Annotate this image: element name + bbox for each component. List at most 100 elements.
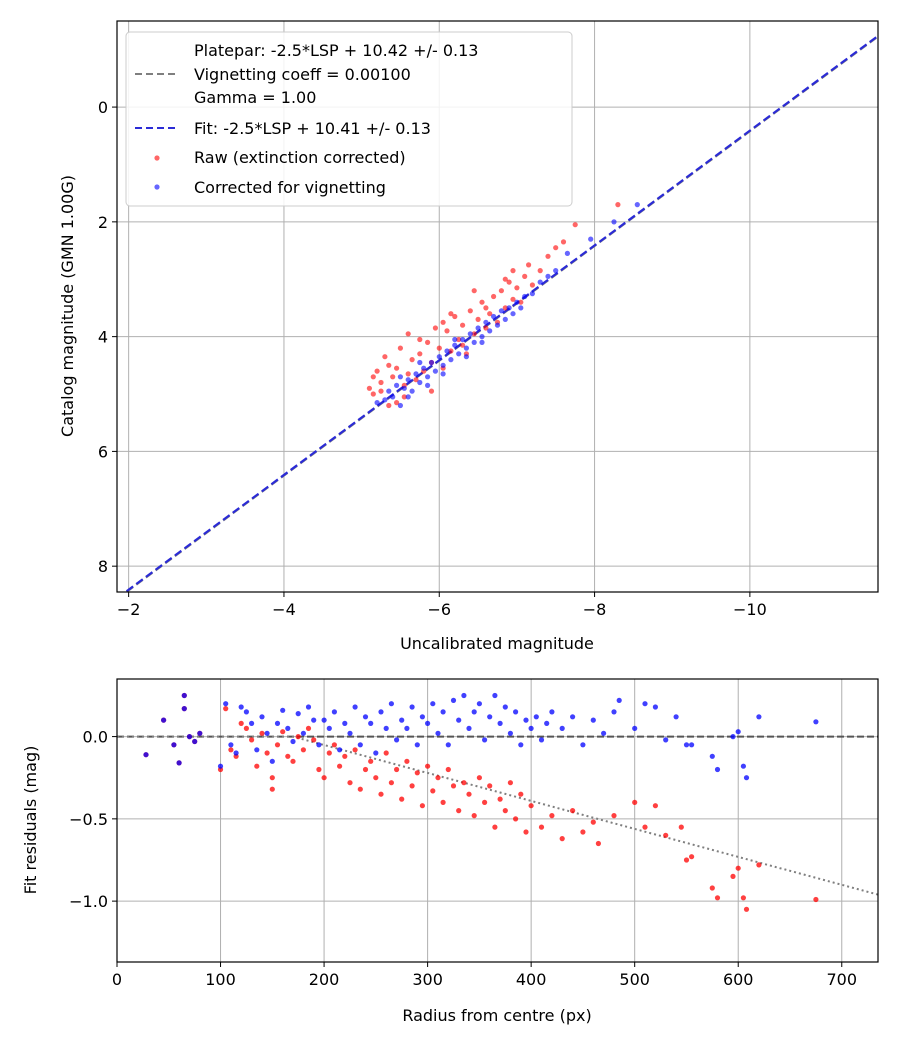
corrected-point	[233, 750, 239, 756]
raw-point	[405, 371, 411, 377]
raw-point	[615, 202, 621, 208]
legend-box	[125, 31, 573, 207]
corrected-point	[425, 720, 431, 727]
raw-point	[290, 758, 296, 764]
raw-point	[370, 374, 376, 380]
raw-point	[347, 780, 353, 786]
raw-point	[498, 288, 504, 294]
top-plot: −2 −4 −6 −8 −10 0 2 4 6 8 Uncalibrated magnitude…	[58, 20, 879, 653]
raw-point	[513, 816, 519, 822]
raw-point	[383, 750, 389, 756]
raw-point	[740, 895, 747, 901]
vignetting-model-curve	[117, 735, 878, 896]
raw-point	[352, 747, 358, 753]
raw-point	[419, 803, 425, 809]
corrected-point	[559, 725, 565, 732]
corrected-point	[483, 319, 489, 325]
corrected-point	[383, 725, 389, 732]
corrected-point	[347, 730, 353, 736]
x-tick-label: −2	[117, 600, 141, 619]
raw-point	[448, 311, 454, 317]
corrected-point	[394, 737, 400, 743]
corrected-point	[518, 742, 524, 748]
corrected-point	[491, 313, 497, 320]
raw-point	[238, 720, 244, 727]
raw-point	[518, 299, 524, 305]
corrected-point	[709, 753, 715, 759]
x-tick-label: 600	[723, 970, 754, 989]
corrected-point	[397, 402, 403, 409]
corrected-point	[238, 704, 244, 710]
y-tick-label: −1.0	[69, 892, 108, 911]
corrected-point	[497, 720, 503, 727]
raw-point	[223, 706, 229, 712]
raw-point	[632, 799, 638, 806]
corrected-point	[588, 236, 594, 242]
raw-point	[285, 753, 291, 759]
y-tick-label: 4	[98, 328, 108, 347]
raw-point	[300, 747, 306, 753]
raw-point	[537, 268, 543, 274]
corrected-point	[487, 328, 493, 334]
corrected-point	[249, 720, 255, 727]
corrected-point	[399, 717, 405, 723]
corrected-point	[479, 339, 485, 345]
corrected-point	[492, 692, 498, 699]
bottom-y-axis-label: Fit residuals (mag)	[21, 746, 40, 895]
corrected-point	[362, 714, 369, 720]
raw-point	[448, 348, 454, 354]
raw-point	[409, 357, 415, 363]
corrected-point	[378, 709, 384, 715]
corrected-point	[374, 400, 380, 406]
corrected-point	[475, 325, 481, 331]
raw-point	[386, 402, 392, 409]
raw-point	[652, 803, 659, 809]
corrected-point	[479, 334, 485, 340]
corrected-point	[285, 725, 291, 732]
corrected-point	[352, 704, 358, 710]
corrected-point	[342, 720, 348, 727]
raw-point	[590, 819, 596, 825]
corrected-point	[514, 299, 520, 305]
raw-point	[445, 766, 451, 773]
corrected-point	[452, 342, 458, 348]
raw-point	[522, 273, 528, 279]
raw-point	[475, 316, 481, 322]
raw-point	[595, 840, 602, 847]
corrected-point	[756, 714, 762, 720]
raw-point	[460, 342, 466, 348]
raw-point	[479, 299, 485, 305]
raw-point	[326, 750, 332, 756]
raw-point	[305, 725, 312, 732]
raw-point	[743, 906, 750, 912]
corrected-point	[743, 775, 750, 781]
corrected-point	[735, 729, 741, 735]
corrected-point	[467, 331, 473, 337]
corrected-point	[243, 709, 249, 715]
corrected-point	[368, 720, 374, 727]
corrected-point	[570, 714, 576, 720]
legend-fit-text: Fit: -2.5*LSP + 10.41 +/- 0.13	[194, 119, 431, 138]
raw-point	[471, 813, 477, 819]
corrected-point	[417, 379, 423, 386]
corrected-point	[409, 704, 415, 710]
raw-point	[689, 854, 695, 860]
raw-point	[399, 796, 405, 802]
raw-point	[572, 222, 578, 228]
corrected-point	[143, 752, 149, 758]
raw-point	[471, 331, 477, 337]
corrected-point	[430, 701, 436, 707]
bottom-axes-frame	[116, 678, 879, 963]
top-y-axis-label: Catalog magnitude (GMN 1.00G)	[58, 175, 77, 437]
raw-point	[430, 788, 436, 794]
corrected-point	[357, 742, 363, 748]
raw-point	[456, 808, 462, 814]
corrected-point	[321, 717, 327, 723]
x-tick-label: 0	[112, 970, 122, 989]
raw-point	[730, 873, 736, 880]
raw-point	[409, 783, 415, 789]
x-tick-label: 500	[619, 970, 650, 989]
top-x-ticks: −2 −4 −6 −8 −10	[117, 592, 767, 619]
raw-point	[401, 394, 407, 400]
